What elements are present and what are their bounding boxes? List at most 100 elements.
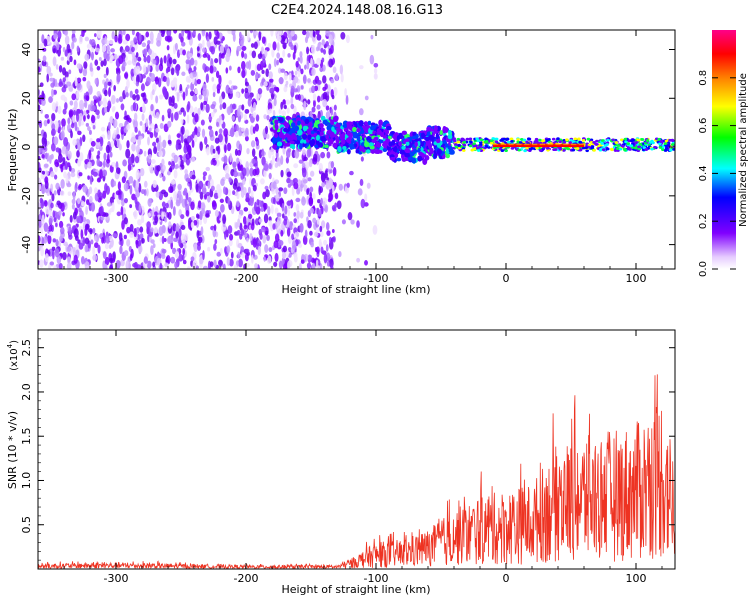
- spectral-cell: [51, 88, 54, 98]
- spectral-cell: [150, 38, 154, 45]
- spectral-cell: [86, 43, 92, 49]
- spectral-cell: [344, 87, 347, 97]
- spectral-cell: [261, 69, 265, 75]
- spectral-cell: [135, 190, 141, 198]
- spectral-cell: [193, 65, 197, 72]
- spectral-cell: [321, 57, 325, 63]
- spectral-cell: [332, 207, 337, 212]
- spectral-cell: [207, 246, 211, 252]
- spectral-cell: [404, 138, 410, 142]
- spectral-cell: [68, 87, 74, 92]
- spectral-cell: [342, 123, 348, 128]
- spectral-cell: [277, 116, 284, 122]
- spectral-cell: [306, 148, 311, 158]
- spectral-cell: [126, 140, 130, 149]
- spectral-cell: [489, 141, 494, 145]
- spectral-cell: [188, 190, 191, 196]
- spectral-cell: [104, 243, 109, 250]
- spectral-cell: [648, 141, 653, 144]
- spectral-cell: [80, 256, 85, 265]
- spectral-cell: [135, 81, 140, 87]
- spectral-cell: [113, 84, 116, 92]
- spectral-cell: [241, 45, 247, 51]
- spectral-cell: [140, 83, 145, 92]
- colorbar-gradient: [712, 30, 736, 269]
- spectral-cell: [304, 118, 310, 125]
- spectral-cell: [175, 223, 180, 232]
- spectral-cell: [185, 153, 191, 160]
- spectral-cell: [606, 138, 610, 142]
- spectral-cell: [185, 59, 190, 65]
- spectral-cell: [126, 239, 131, 247]
- spectral-cell: [293, 163, 299, 169]
- spectral-cell: [196, 229, 200, 239]
- spectral-cell: [62, 157, 66, 165]
- spectral-cell: [306, 163, 310, 169]
- spectral-cell: [149, 169, 154, 174]
- spectral-cell: [287, 134, 292, 142]
- spectral-cell: [396, 157, 402, 162]
- spectral-cell: [82, 68, 88, 77]
- spectral-cell: [60, 94, 66, 101]
- spectral-cell: [332, 184, 335, 194]
- spectral-cell: [243, 229, 246, 236]
- spectral-cell: [78, 242, 84, 250]
- spectral-cell: [212, 91, 216, 98]
- spectral-cell: [204, 66, 210, 72]
- spectral-cell: [320, 96, 323, 102]
- spectral-cell: [259, 232, 263, 240]
- spectral-cell: [211, 201, 217, 210]
- spectral-cell: [210, 45, 216, 55]
- spectral-cell: [157, 253, 162, 259]
- spectral-cell: [300, 68, 304, 75]
- spectral-cell: [658, 142, 662, 146]
- spectral-cell: [601, 148, 606, 152]
- spectral-cell: [364, 121, 369, 126]
- spectral-cell: [198, 94, 203, 100]
- spectral-cell: [435, 132, 440, 140]
- spectral-cell: [330, 44, 334, 54]
- spectral-cell: [346, 130, 352, 137]
- spectral-cell: [199, 191, 204, 200]
- spectral-cell: [317, 79, 322, 85]
- spectral-cell: [244, 87, 249, 94]
- spectral-cell: [255, 114, 260, 122]
- spectral-cell: [127, 156, 133, 166]
- spectral-cell: [56, 200, 61, 206]
- spectral-cell: [319, 66, 324, 73]
- spectral-cell: [356, 257, 361, 263]
- snr-plot-area: [38, 330, 675, 569]
- spectral-cell: [335, 137, 340, 144]
- spectral-cell: [300, 183, 303, 192]
- spectral-cell: [38, 220, 42, 229]
- spectral-cell: [315, 227, 320, 234]
- spectral-cell: [67, 191, 72, 196]
- spectral-cell: [202, 83, 207, 91]
- spectral-cell: [308, 196, 314, 207]
- spectral-cell: [133, 112, 138, 122]
- spectral-cell: [328, 192, 334, 202]
- x-tick-label: -100: [364, 572, 389, 585]
- spectral-cell: [324, 83, 328, 90]
- spectral-cell: [198, 236, 203, 244]
- spectral-cell: [135, 169, 140, 180]
- spectral-cell: [324, 170, 328, 179]
- spectral-cell: [58, 262, 63, 269]
- spectral-cell: [417, 147, 421, 153]
- spectral-cell: [155, 191, 160, 198]
- spectral-cell: [70, 167, 76, 174]
- spectral-cell: [353, 121, 357, 126]
- spectral-cell: [316, 34, 322, 41]
- spectral-cell: [298, 262, 302, 269]
- spectral-cell: [201, 47, 207, 53]
- spectral-cell: [78, 118, 82, 127]
- spectral-cell: [145, 31, 150, 38]
- spectral-cell: [272, 181, 277, 190]
- spectral-cell: [68, 226, 72, 236]
- spectral-cell: [274, 207, 279, 215]
- spectral-cell: [439, 130, 443, 136]
- spectral-cell: [330, 120, 335, 125]
- colorbar-label: Normalized spectral amplitude: [738, 73, 749, 227]
- spectral-cell: [222, 102, 227, 110]
- spectral-cell: [252, 126, 256, 134]
